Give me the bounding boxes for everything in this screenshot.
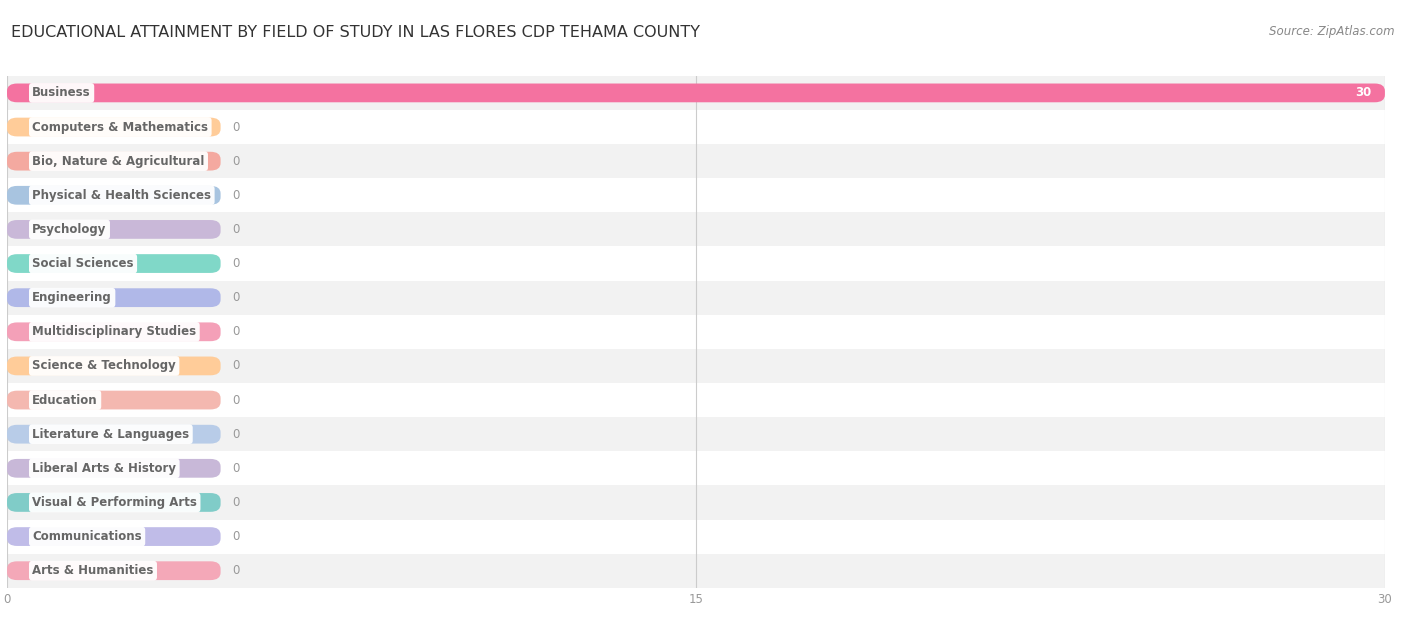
Text: EDUCATIONAL ATTAINMENT BY FIELD OF STUDY IN LAS FLORES CDP TEHAMA COUNTY: EDUCATIONAL ATTAINMENT BY FIELD OF STUDY… <box>11 25 700 40</box>
Text: 0: 0 <box>232 189 239 202</box>
Text: 0: 0 <box>232 496 239 509</box>
Bar <box>7 246 1385 281</box>
FancyBboxPatch shape <box>7 254 221 273</box>
Text: Business: Business <box>32 87 91 99</box>
Text: Bio, Nature & Agricultural: Bio, Nature & Agricultural <box>32 155 205 167</box>
Text: Science & Technology: Science & Technology <box>32 360 176 372</box>
Text: 0: 0 <box>232 394 239 406</box>
Text: Visual & Performing Arts: Visual & Performing Arts <box>32 496 197 509</box>
Text: 0: 0 <box>232 530 239 543</box>
FancyBboxPatch shape <box>7 118 221 137</box>
Text: Literature & Languages: Literature & Languages <box>32 428 190 441</box>
Text: 0: 0 <box>232 257 239 270</box>
Bar <box>7 315 1385 349</box>
Text: Engineering: Engineering <box>32 291 112 304</box>
Bar <box>7 281 1385 315</box>
Text: 0: 0 <box>232 223 239 236</box>
Bar <box>7 554 1385 588</box>
Text: Liberal Arts & History: Liberal Arts & History <box>32 462 176 475</box>
FancyBboxPatch shape <box>7 186 221 205</box>
FancyBboxPatch shape <box>7 356 221 375</box>
Bar <box>7 110 1385 144</box>
Text: Computers & Mathematics: Computers & Mathematics <box>32 121 208 133</box>
FancyBboxPatch shape <box>7 391 221 410</box>
FancyBboxPatch shape <box>7 220 221 239</box>
Text: 30: 30 <box>1355 87 1371 99</box>
Bar <box>7 212 1385 246</box>
Text: Education: Education <box>32 394 98 406</box>
Text: 0: 0 <box>232 291 239 304</box>
FancyBboxPatch shape <box>7 322 221 341</box>
Text: 0: 0 <box>232 360 239 372</box>
Bar <box>7 485 1385 520</box>
Text: Source: ZipAtlas.com: Source: ZipAtlas.com <box>1270 25 1395 39</box>
FancyBboxPatch shape <box>7 83 1385 102</box>
Bar <box>7 178 1385 212</box>
Text: Social Sciences: Social Sciences <box>32 257 134 270</box>
Bar <box>7 520 1385 554</box>
Bar <box>7 349 1385 383</box>
Bar <box>7 451 1385 485</box>
FancyBboxPatch shape <box>7 288 221 307</box>
Text: Physical & Health Sciences: Physical & Health Sciences <box>32 189 211 202</box>
Bar <box>7 383 1385 417</box>
Text: Communications: Communications <box>32 530 142 543</box>
FancyBboxPatch shape <box>7 493 221 512</box>
FancyBboxPatch shape <box>7 459 221 478</box>
Text: Arts & Humanities: Arts & Humanities <box>32 564 153 577</box>
Text: 0: 0 <box>232 121 239 133</box>
FancyBboxPatch shape <box>7 527 221 546</box>
FancyBboxPatch shape <box>7 152 221 171</box>
Bar <box>7 76 1385 110</box>
Text: Multidisciplinary Studies: Multidisciplinary Studies <box>32 325 197 338</box>
Text: 0: 0 <box>232 155 239 167</box>
Text: 0: 0 <box>232 325 239 338</box>
Text: 0: 0 <box>232 428 239 441</box>
Bar <box>7 144 1385 178</box>
Bar <box>7 417 1385 451</box>
FancyBboxPatch shape <box>7 561 221 580</box>
Text: 0: 0 <box>232 462 239 475</box>
FancyBboxPatch shape <box>7 425 221 444</box>
Text: Psychology: Psychology <box>32 223 107 236</box>
Text: 0: 0 <box>232 564 239 577</box>
